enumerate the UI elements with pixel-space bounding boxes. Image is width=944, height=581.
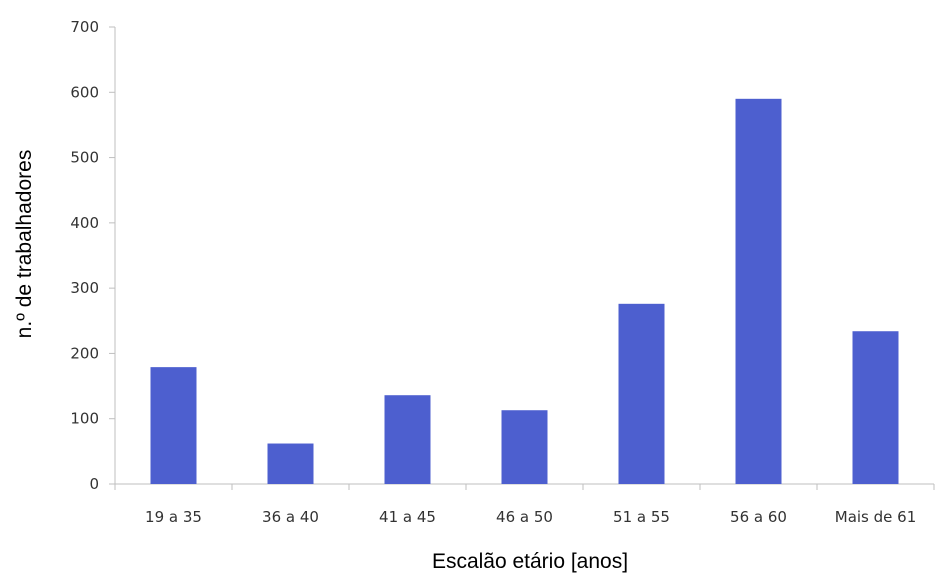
x-tick-label: 46 a 50 bbox=[496, 508, 553, 526]
y-tick-label: 0 bbox=[89, 475, 99, 493]
y-axis-title: n.º de trabalhadores bbox=[13, 150, 36, 339]
y-tick-label: 700 bbox=[70, 18, 99, 36]
y-tick-label: 400 bbox=[70, 214, 99, 232]
bar bbox=[501, 410, 548, 484]
x-tick-label: 19 a 35 bbox=[145, 508, 202, 526]
y-tick-label: 200 bbox=[70, 344, 99, 362]
bar bbox=[735, 98, 782, 485]
y-tick-label: 100 bbox=[70, 410, 99, 428]
y-tick-label: 600 bbox=[70, 83, 99, 101]
bars bbox=[150, 98, 899, 485]
x-tick-label: 41 a 45 bbox=[379, 508, 436, 526]
x-tick-label: 56 a 60 bbox=[730, 508, 787, 526]
x-axis: 19 a 35 36 a 40 41 a 45 46 a 50 51 a 55 56 a … bbox=[114, 483, 935, 526]
x-tick-label: Mais de 61 bbox=[835, 508, 917, 526]
bar bbox=[852, 331, 899, 484]
x-tick-label: 36 a 40 bbox=[262, 508, 319, 526]
y-tick-label: 500 bbox=[70, 149, 99, 167]
x-tick-label: 51 a 55 bbox=[613, 508, 670, 526]
bar bbox=[384, 395, 431, 484]
y-axis: 0 100 200 300 400 500 600 700 bbox=[70, 18, 116, 493]
bar bbox=[267, 443, 314, 484]
bar bbox=[150, 367, 197, 484]
y-tick-label: 300 bbox=[70, 279, 99, 297]
x-axis-title: Escalão etário [anos] bbox=[432, 550, 628, 573]
bar bbox=[618, 303, 665, 484]
